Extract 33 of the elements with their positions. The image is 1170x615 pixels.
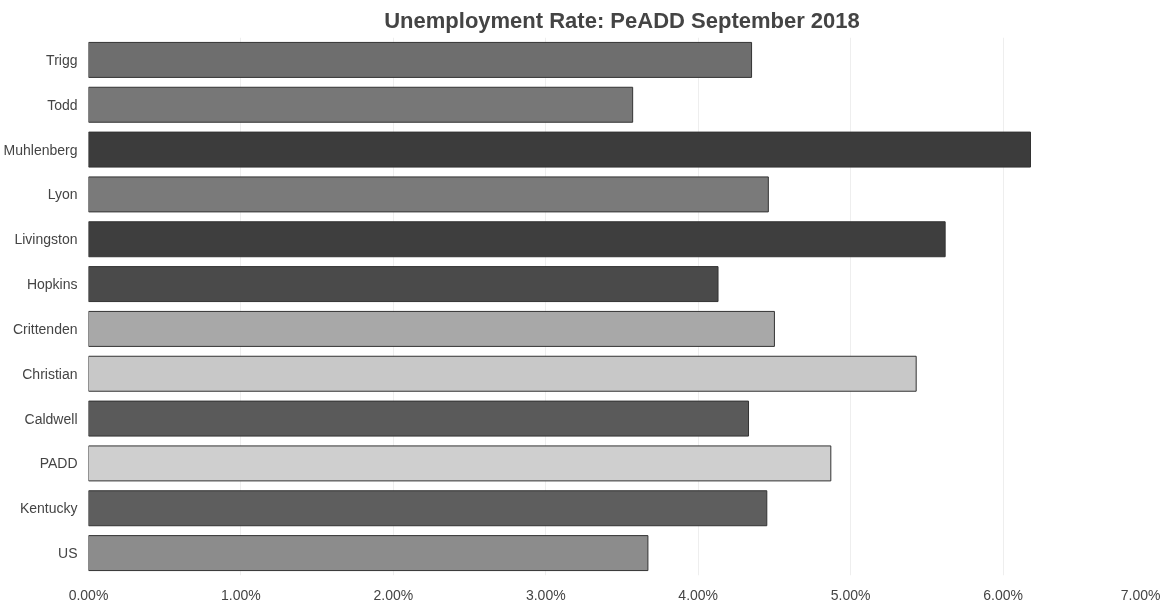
bar [88, 86, 634, 123]
x-tick-label: 7.00% [1120, 586, 1161, 603]
chart-title: Unemployment Rate: PeADD September 2018 [384, 7, 860, 33]
bar [88, 535, 649, 572]
y-tick-label: Caldwell [24, 410, 78, 427]
x-tick-label: 4.00% [678, 586, 719, 603]
bar [88, 266, 719, 303]
bar [88, 41, 753, 78]
bar [88, 400, 750, 437]
y-tick-label: Hopkins [26, 276, 78, 293]
x-tick-label: 5.00% [830, 586, 871, 603]
x-tick-label: 2.00% [373, 586, 414, 603]
bar [88, 221, 946, 258]
x-tick-label: 6.00% [983, 586, 1023, 603]
y-tick-label: Muhlenberg [3, 141, 78, 158]
bar [88, 445, 832, 482]
y-tick-label: Crittenden [12, 320, 78, 337]
y-tick-label: Lyon [47, 186, 78, 203]
y-tick-label: Trigg [46, 51, 78, 68]
y-tick-label: US [58, 545, 78, 562]
y-tick-label: Livingston [14, 231, 78, 248]
y-tick-label: PADD [39, 455, 78, 472]
x-tick-label: 3.00% [525, 586, 566, 603]
y-tick-label: Christian [22, 365, 78, 382]
y-tick-label: Kentucky [19, 500, 78, 517]
bar [88, 310, 775, 347]
x-tick-label: 0.00% [68, 586, 109, 603]
x-tick-label: 1.00% [221, 586, 261, 603]
bar [88, 355, 917, 392]
y-tick-label: Todd [47, 96, 78, 113]
bar [88, 176, 769, 213]
bar [88, 131, 1032, 168]
bar [88, 490, 768, 527]
